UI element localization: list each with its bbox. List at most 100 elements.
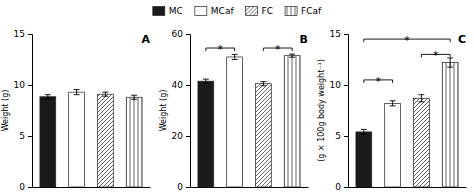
y-tick-label: 20 — [172, 131, 184, 141]
y-tick-mark — [186, 187, 190, 188]
y-tick-mark — [28, 85, 32, 86]
y-axis: 0 20 40 60 — [172, 29, 191, 192]
y-tick-label: 40 — [172, 80, 184, 90]
y-tick-mark — [344, 85, 348, 86]
y-tick: 0 — [19, 182, 32, 192]
significance-label: * — [375, 75, 381, 88]
significance-label: * — [275, 43, 281, 56]
error-bar — [45, 95, 51, 99]
y-tick: 10 — [330, 80, 348, 90]
plot-area — [40, 90, 142, 187]
legend-item: MCaf — [195, 6, 235, 16]
legend-label: FCaf — [301, 6, 322, 16]
y-axis: 0 5 10 15 — [14, 29, 33, 192]
bar — [69, 92, 85, 187]
y-tick: 10 — [14, 80, 32, 90]
y-tick-label: 0 — [19, 182, 25, 192]
panel-label: C — [458, 33, 466, 46]
y-tick-mark — [28, 136, 32, 137]
y-tick-label: 5 — [19, 131, 25, 141]
plot-area — [198, 54, 300, 187]
y-tick: 60 — [172, 29, 190, 39]
y-tick-label: 10 — [330, 80, 342, 90]
legend-swatch — [285, 7, 297, 16]
y-tick-mark — [344, 34, 348, 35]
bar — [198, 81, 214, 187]
y-tick-mark — [186, 136, 190, 137]
error-bar — [102, 92, 108, 96]
bar — [356, 132, 372, 187]
x-axis — [33, 187, 151, 188]
y-tick-label: 15 — [14, 29, 25, 39]
y-tick-mark — [28, 34, 32, 35]
significance-label: * — [217, 43, 223, 56]
legend-label: MCaf — [211, 6, 235, 16]
y-tick-mark — [186, 85, 190, 86]
y-tick-mark — [344, 136, 348, 137]
y-axis-line — [344, 35, 349, 188]
significance-label: * — [404, 34, 410, 47]
error-bar — [74, 90, 80, 95]
y-tick-label: 5 — [335, 131, 341, 141]
panel: 0204060**BWeight (g) — [159, 29, 309, 192]
legend-item: FCaf — [285, 6, 322, 16]
y-axis-title: Weight (g) — [159, 90, 168, 132]
y-axis-line — [28, 35, 33, 188]
panel: 0 5 10 15 A Weight (g) — [1, 29, 151, 192]
y-tick: 15 — [330, 29, 348, 39]
bar — [227, 57, 243, 187]
bar — [284, 56, 300, 187]
error-bar — [203, 79, 209, 83]
legend-swatch — [246, 7, 258, 16]
y-axis-line — [186, 35, 191, 188]
y-tick-label: 15 — [330, 29, 341, 39]
error-bar — [289, 54, 295, 57]
bar — [442, 63, 458, 187]
y-tick: 0 — [177, 182, 190, 192]
y-tick-label: 10 — [14, 80, 26, 90]
y-tick: 5 — [19, 131, 32, 141]
x-axis — [191, 187, 309, 188]
panel-label: A — [141, 33, 150, 46]
y-tick: 40 — [172, 80, 190, 90]
y-tick-mark — [344, 187, 348, 188]
legend: MC MCaf FC FCaf — [153, 6, 322, 16]
error-bar — [260, 82, 266, 86]
legend-item: MC — [153, 6, 183, 16]
y-tick-mark — [186, 34, 190, 35]
error-bar — [447, 58, 453, 67]
y-tick-label: 0 — [177, 182, 183, 192]
error-bar — [361, 129, 367, 134]
x-axis-line — [191, 187, 309, 188]
y-tick: 5 — [335, 131, 348, 141]
y-axis-title: (g × 100g body weight⁻¹) — [317, 59, 326, 162]
error-bar — [232, 54, 238, 59]
legend-label: MC — [169, 6, 183, 16]
significance-label: * — [433, 49, 439, 62]
y-tick: 0 — [335, 182, 348, 192]
legend-item: FC — [246, 6, 273, 16]
legend-label: FC — [262, 6, 273, 16]
legend-swatch — [153, 7, 165, 16]
bar — [40, 97, 56, 187]
panel: 0 5 10 15 * * * C (g × 100g body weight⁻¹) — [317, 29, 467, 192]
bar — [413, 98, 429, 187]
y-tick-mark — [28, 187, 32, 188]
y-tick-label: 60 — [172, 29, 184, 39]
y-tick-label: 0 — [335, 182, 341, 192]
plot-area — [356, 58, 458, 187]
bar — [255, 84, 271, 187]
error-bar — [418, 95, 424, 102]
bar — [126, 97, 142, 187]
y-axis-title: Weight (g) — [1, 90, 10, 132]
x-axis — [349, 187, 467, 188]
error-bar — [390, 101, 396, 106]
bar — [97, 94, 113, 187]
y-tick: 20 — [172, 131, 190, 141]
bar — [385, 103, 401, 187]
y-tick: 15 — [14, 29, 32, 39]
y-axis: 0 5 10 15 — [330, 29, 349, 192]
chart: 051015AWeight (g)0204060**BWeight (g)051… — [0, 0, 474, 195]
error-bar — [131, 95, 137, 99]
legend-swatch — [195, 7, 207, 16]
